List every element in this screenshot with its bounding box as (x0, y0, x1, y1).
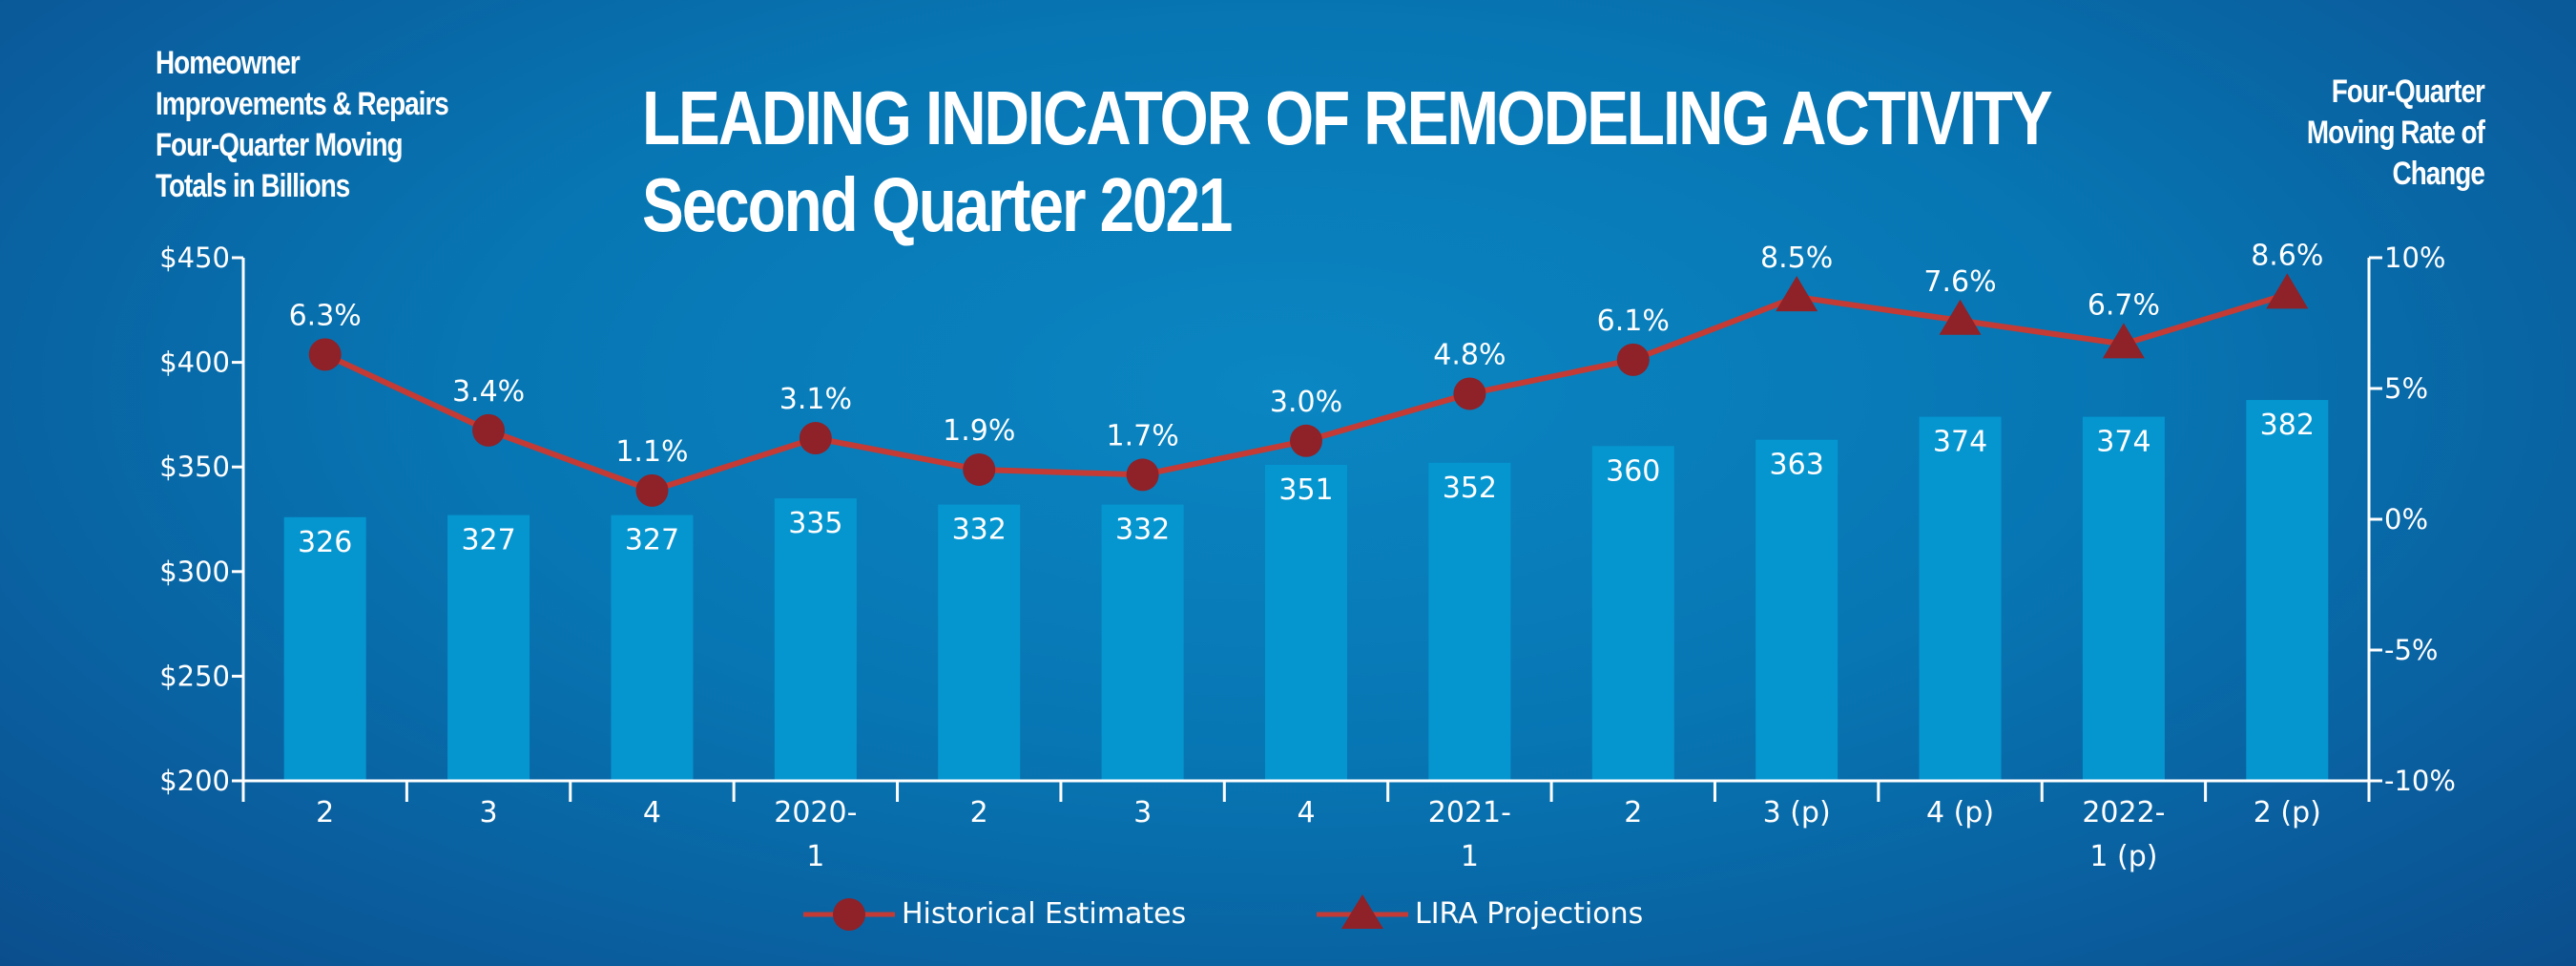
chart-subtitle-line: Second Quarter 2021 (642, 162, 1233, 247)
right-axis-tick-label: 5% (2384, 372, 2428, 405)
x-axis-category-label: 4 (643, 796, 661, 830)
chart-title: LEADING INDICATOR OF REMODELING ACTIVITY… (642, 74, 2053, 248)
bar-value-label: 332 (952, 514, 1007, 547)
legend-label: Historical Estimates (902, 897, 1187, 931)
rate-value-label: 8.5% (1760, 242, 1833, 275)
x-axis-category-label: 1 (806, 840, 824, 873)
x-axis-category-label: 2 (316, 796, 334, 830)
right-axis-tick-label: 10% (2384, 242, 2445, 274)
x-axis-category-label: 3 (1133, 796, 1152, 830)
bar-value-label: 351 (1278, 473, 1333, 507)
left-axis-title-line: Four-Quarter Moving (156, 127, 404, 163)
bar (611, 514, 694, 781)
historical-marker (963, 452, 996, 486)
bar-series: 326 327 327 335 332 332 351 352 360 363 374 374 382 (283, 400, 2329, 781)
historical-marker (472, 413, 506, 447)
historical-marker (1453, 377, 1486, 410)
left-axis-title-line: Homeowner (156, 45, 301, 81)
bar-value-label: 326 (298, 526, 352, 559)
bar-value-label: 332 (1115, 514, 1170, 547)
left-axis-tick-label: $250 (159, 660, 230, 692)
legend-circle-marker-icon (803, 898, 895, 931)
historical-marker (635, 473, 669, 507)
x-axis-category-label: 1 (p) (2089, 840, 2157, 873)
bar-value-label: 352 (1443, 472, 1497, 505)
x-axis-category-label: 2022- (2082, 796, 2165, 830)
bar (447, 514, 530, 781)
rate-value-label: 1.9% (943, 414, 1015, 448)
bar (1755, 439, 1839, 781)
left-axis-title-line: Totals in Billions (156, 168, 350, 204)
rate-value-label: 6.3% (289, 299, 362, 332)
historical-marker (1126, 458, 1159, 492)
line-markers: 6.3% 3.4% 1.1% 3.1% 1.9% 1.7% 3.0% 4.8% 6.1% 8.5%… (289, 239, 2323, 507)
bar-value-label: 374 (2096, 426, 2150, 459)
historical-marker (1616, 343, 1650, 376)
bar (938, 504, 1021, 781)
x-axis-category-label: 2 (1624, 796, 1642, 830)
rate-value-label: 3.0% (1270, 386, 1342, 419)
chart-title-line: LEADING INDICATOR OF REMODELING ACTIVITY (642, 75, 2053, 160)
rate-value-label: 3.1% (779, 383, 852, 416)
bar-value-label: 360 (1606, 454, 1660, 488)
x-axis-category-label: 1 (1461, 840, 1479, 873)
right-axis-title-line: Change (2392, 156, 2485, 192)
rate-value-label: 4.8% (1433, 338, 1506, 371)
left-axis-tick-label: $400 (159, 346, 230, 379)
left-axis-title: Homeowner Improvements & Repairs Four-Qu… (156, 43, 449, 207)
right-axis-title: Four-Quarter Moving Rate of Change (2306, 72, 2485, 195)
x-axis-category-label: 4 (p) (1926, 796, 1994, 830)
left-axis-title-line: Improvements & Repairs (156, 86, 449, 122)
left-axis-tick-label: $200 (159, 765, 230, 797)
legend-label: LIRA Projections (1415, 897, 1644, 931)
bar-value-label: 335 (788, 507, 842, 540)
x-axis-category-label: 2 (p) (2254, 796, 2321, 830)
rate-value-label: 1.7% (1107, 419, 1179, 452)
projection-marker (1776, 276, 1818, 312)
left-axis-tick-label: $350 (159, 451, 230, 483)
bar (1101, 504, 1184, 781)
x-axis-category-label: 2 (970, 796, 988, 830)
bar (1428, 462, 1511, 781)
right-axis-title-line: Four-Quarter (2331, 74, 2485, 110)
rate-value-label: 1.1% (615, 435, 688, 469)
bar-value-label: 363 (1770, 449, 1824, 482)
bar-value-label: 327 (625, 524, 679, 557)
left-axis-tick-label: $300 (159, 556, 230, 588)
x-axis-category-label: 4 (1297, 796, 1315, 830)
bar (774, 498, 857, 781)
right-axis-tick-label: 0% (2384, 503, 2428, 536)
right-axis-tick-label: -10% (2384, 765, 2456, 797)
bar-value-label: 374 (1933, 426, 1987, 459)
bar (1591, 446, 1674, 781)
x-axis-category-label: 2020- (774, 796, 857, 830)
left-axis-tick-label: $450 (159, 242, 230, 274)
projection-marker (1939, 299, 1982, 335)
bar-value-label: 382 (2260, 409, 2315, 442)
right-axis-tick-label: -5% (2384, 634, 2438, 666)
bar (283, 516, 366, 781)
right-axis-title-line: Moving Rate of (2306, 115, 2485, 151)
legend-triangle-marker-icon (1317, 894, 1408, 929)
rate-value-label: 6.7% (2088, 288, 2160, 322)
projection-marker (2266, 273, 2309, 309)
bar (2082, 416, 2165, 781)
projection-marker (2102, 323, 2145, 359)
bar (2246, 400, 2329, 781)
rate-value-label: 7.6% (1923, 265, 1996, 299)
bar (1265, 465, 1347, 781)
bar-value-label: 327 (461, 524, 515, 557)
historical-marker (308, 338, 342, 371)
rate-value-label: 3.4% (452, 375, 525, 409)
x-axis-category-label: 3 (p) (1763, 796, 1831, 830)
historical-marker (1290, 424, 1322, 457)
x-axis-category-label: 3 (480, 796, 498, 830)
rate-value-label: 6.1% (1597, 304, 1670, 338)
bar (1919, 416, 2002, 781)
x-axis-category-label: 2021- (1428, 796, 1511, 830)
rate-value-label: 8.6% (2251, 239, 2323, 272)
historical-marker (799, 422, 832, 455)
